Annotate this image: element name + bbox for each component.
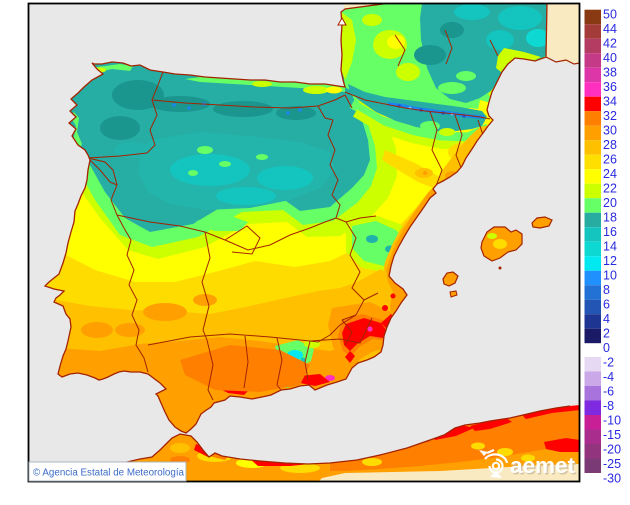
svg-text:0: 0 — [603, 341, 610, 355]
svg-text:26: 26 — [603, 152, 617, 166]
svg-text:34: 34 — [603, 94, 617, 108]
svg-text:50: 50 — [603, 7, 617, 21]
svg-text:40: 40 — [603, 51, 617, 65]
svg-text:30: 30 — [603, 123, 617, 137]
svg-text:-8: -8 — [603, 399, 614, 413]
svg-text:24: 24 — [603, 167, 617, 181]
svg-text:32: 32 — [603, 109, 617, 123]
svg-text:-6: -6 — [603, 384, 614, 398]
svg-text:14: 14 — [603, 239, 617, 253]
svg-text:8: 8 — [603, 283, 610, 297]
svg-text:44: 44 — [603, 22, 617, 36]
svg-text:aemet: aemet — [510, 453, 576, 478]
svg-text:-2: -2 — [603, 355, 614, 369]
svg-text:28: 28 — [603, 138, 617, 152]
svg-text:© Agencia Estatal de Meteorolo: © Agencia Estatal de Meteorología — [33, 468, 185, 479]
svg-text:4: 4 — [603, 312, 610, 326]
svg-text:10: 10 — [603, 268, 617, 282]
svg-text:16: 16 — [603, 225, 617, 239]
svg-text:-10: -10 — [603, 413, 621, 427]
svg-text:42: 42 — [603, 36, 617, 50]
svg-text:-20: -20 — [603, 442, 621, 456]
svg-text:2: 2 — [603, 326, 610, 340]
svg-text:-30: -30 — [603, 471, 621, 485]
svg-text:20: 20 — [603, 196, 617, 210]
svg-text:aemet: aemet — [512, 455, 578, 480]
svg-text:6: 6 — [603, 297, 610, 311]
svg-text:-15: -15 — [603, 428, 621, 442]
svg-text:22: 22 — [603, 181, 617, 195]
svg-text:36: 36 — [603, 80, 617, 94]
svg-text:18: 18 — [603, 210, 617, 224]
svg-text:-25: -25 — [603, 457, 621, 471]
svg-text:12: 12 — [603, 254, 617, 268]
svg-text:-4: -4 — [603, 370, 614, 384]
svg-text:38: 38 — [603, 65, 617, 79]
